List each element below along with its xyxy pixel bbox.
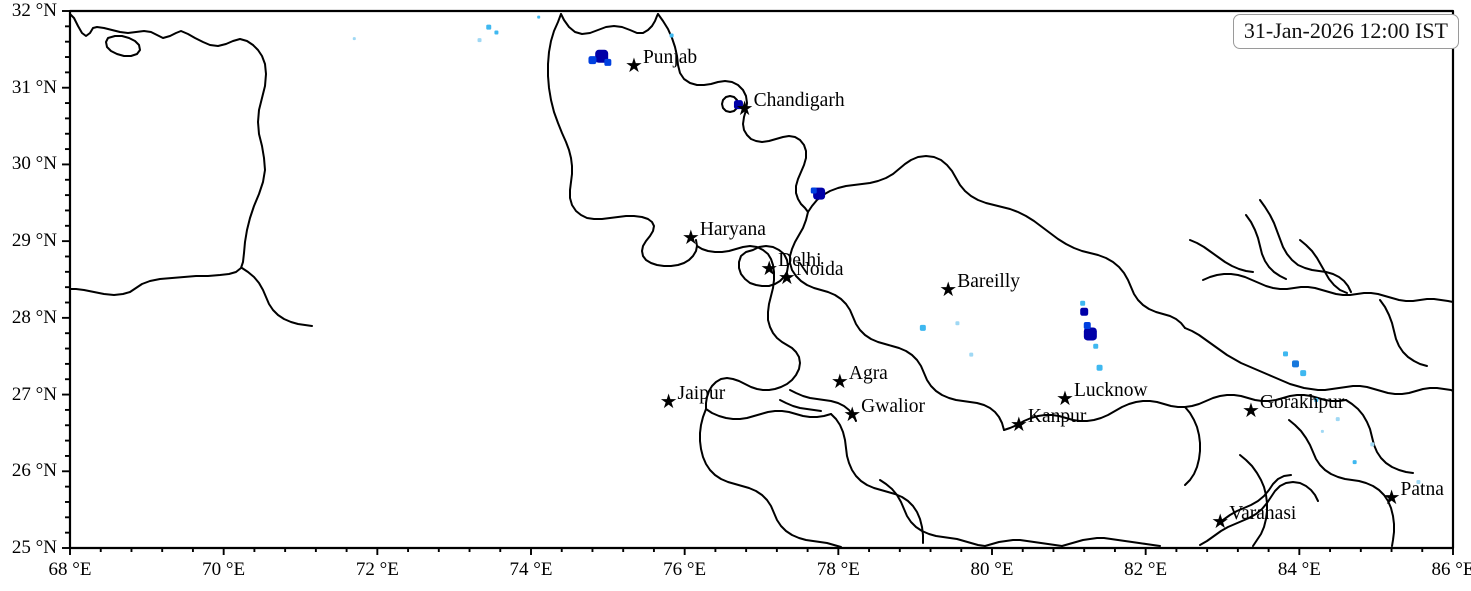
x-tick-label: 80 °E <box>970 559 1014 580</box>
city-marker-star-icon: ★ <box>1382 485 1401 510</box>
radar-echo <box>969 352 974 357</box>
city-marker-star-icon: ★ <box>760 255 779 280</box>
radar-echo-layer <box>352 15 1421 485</box>
x-tick-label: 82 °E <box>1124 559 1168 580</box>
axis-ticks <box>62 10 1454 555</box>
city-marker-star-icon: ★ <box>777 265 796 290</box>
x-tick-label: 76 °E <box>663 559 707 580</box>
radar-echo <box>1320 429 1324 433</box>
plot-frame <box>68 9 1455 550</box>
y-tick-label: 29 °N <box>11 230 57 252</box>
radar-echo <box>1096 364 1103 371</box>
radar-echo <box>1300 370 1307 377</box>
radar-echo <box>810 187 817 194</box>
radar-echo <box>588 56 597 65</box>
y-tick-label: 28 °N <box>11 306 57 328</box>
radar-echo <box>919 324 926 331</box>
radar-echo <box>955 321 960 326</box>
timestamp-badge: 31-Jan-2026 12:00 IST <box>1232 14 1459 49</box>
up-rajasthan-border <box>705 408 832 420</box>
radar-echo <box>733 100 743 110</box>
city-marker-star-icon: ★ <box>1009 411 1028 436</box>
y-tick-label: 25 °N <box>11 537 57 558</box>
city-marker-star-icon: ★ <box>735 95 754 120</box>
city-marker-star-icon: ★ <box>939 277 958 302</box>
city-marker-star-icon: ★ <box>681 224 700 249</box>
y-tick-label: 26 °N <box>11 460 57 482</box>
radar-echo <box>1335 417 1340 422</box>
city-marker-star-icon: ★ <box>843 401 862 426</box>
y-tick-label: 31 °N <box>11 76 57 98</box>
up-nepal-border <box>1003 394 1347 431</box>
city-marker-star-icon: ★ <box>830 368 849 393</box>
city-marker-star-icon: ★ <box>1056 386 1074 411</box>
radar-echo <box>1314 397 1319 402</box>
city-marker-star-icon: ★ <box>659 389 678 414</box>
radar-echo <box>1080 300 1086 306</box>
x-tick-label: 72 °E <box>355 559 399 580</box>
y-tick-label: 32 °N <box>11 0 57 21</box>
x-tick-label: 78 °E <box>816 559 860 580</box>
delhi-polygon <box>738 245 789 287</box>
radar-echo <box>1416 480 1421 485</box>
x-tick-label: 68 °E <box>48 559 92 580</box>
radar-echo <box>669 33 674 38</box>
nepal-border <box>1184 327 1454 395</box>
x-tick-label: 70 °E <box>202 559 246 580</box>
radar-echo <box>486 24 492 30</box>
city-marker-star-icon: ★ <box>624 52 643 77</box>
radar-echo <box>1291 360 1299 368</box>
city-marker-star-icon: ★ <box>1211 509 1230 534</box>
radar-echo <box>1080 307 1089 316</box>
y-tick-label: 30 °N <box>11 153 57 175</box>
radar-echo <box>477 38 482 43</box>
x-tick-label: 74 °E <box>509 559 553 580</box>
radar-echo <box>1083 327 1097 341</box>
radar-echo <box>537 15 541 19</box>
radar-echo <box>604 58 612 66</box>
uttarakhand-border <box>807 155 1186 329</box>
radar-echo <box>1083 322 1091 330</box>
radar-echo <box>494 30 499 35</box>
radar-echo <box>1352 460 1357 465</box>
x-tick-label: 86 °E <box>1431 559 1471 580</box>
city-marker-star-icon: ★ <box>1241 397 1260 422</box>
radar-echo <box>352 37 356 41</box>
radar-echo <box>1283 351 1289 357</box>
x-tick-label: 84 °E <box>1277 559 1321 580</box>
radar-echo <box>1093 343 1099 349</box>
radar-echo <box>1370 442 1375 447</box>
administrative-borders <box>68 9 1455 550</box>
y-tick-label: 27 °N <box>11 383 57 405</box>
